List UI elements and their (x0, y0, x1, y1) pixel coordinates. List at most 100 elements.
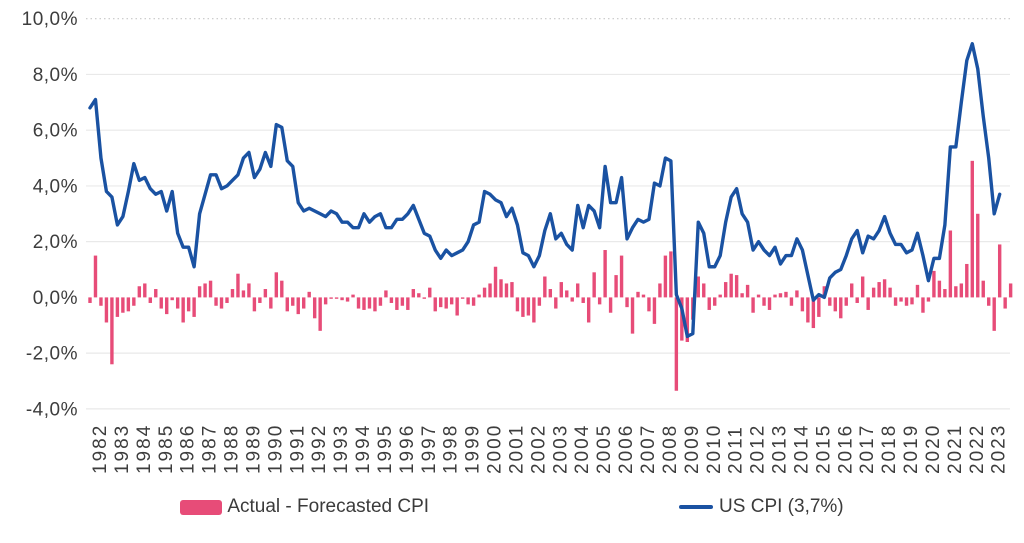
x-axis-label: 2011 (726, 425, 747, 474)
x-axis-label: 1998 (441, 424, 462, 474)
x-axis-label: 2010 (704, 424, 725, 474)
bar (378, 297, 383, 306)
bar (143, 283, 147, 298)
x-axis-label: 2004 (572, 424, 593, 474)
bar (312, 297, 317, 319)
bar (970, 160, 974, 298)
x-axis-label: 1989 (243, 424, 264, 474)
bar (882, 279, 887, 298)
bar (603, 250, 607, 298)
bar (148, 297, 152, 303)
x-axis-label: 2016 (835, 424, 856, 474)
bar (395, 297, 399, 310)
x-axis-label: 1997 (419, 424, 440, 474)
bar (422, 297, 426, 299)
bar (543, 276, 547, 298)
bar (756, 294, 761, 298)
bar (948, 230, 953, 298)
bar (554, 297, 558, 309)
bar (734, 275, 739, 298)
x-axis-label: 1983 (112, 424, 133, 474)
y-axis-label: 4,0% (33, 176, 78, 197)
bar (236, 273, 240, 298)
bar (384, 290, 388, 298)
bar (855, 297, 859, 303)
bar (965, 263, 969, 298)
bar (373, 297, 377, 312)
bar (345, 297, 350, 302)
x-axis-label: 2001 (506, 424, 527, 474)
bar (833, 297, 837, 312)
bar (411, 289, 416, 298)
bar (104, 297, 109, 323)
x-axis-label: 2009 (682, 424, 703, 474)
bar (592, 272, 596, 298)
x-axis-label: 1994 (353, 424, 374, 474)
bar (154, 289, 158, 298)
x-axis-label: 1990 (265, 424, 286, 474)
bar (362, 297, 366, 310)
bar (537, 297, 542, 306)
bar (608, 297, 613, 313)
bar (329, 297, 333, 299)
x-axis-label: 1988 (222, 424, 243, 474)
bar (521, 297, 525, 317)
bar (663, 255, 668, 298)
bar (992, 297, 996, 331)
bar (581, 297, 585, 303)
bar (417, 293, 421, 298)
bar (597, 297, 602, 305)
bar (641, 294, 646, 298)
bar (247, 283, 251, 298)
x-axis-label: 1982 (90, 424, 111, 474)
bar (685, 297, 690, 342)
bar (526, 297, 531, 316)
bar (789, 297, 794, 306)
bar (997, 244, 1002, 298)
bar (680, 297, 684, 341)
legend-item-us-cpi: US CPI (3,7%) (679, 496, 844, 518)
bar (570, 297, 574, 302)
x-axis-label: 1985 (156, 424, 177, 474)
bar (269, 297, 273, 309)
bar (428, 287, 432, 298)
bar (915, 284, 920, 298)
bar (449, 297, 454, 305)
bar (981, 280, 985, 298)
bar (351, 294, 355, 298)
bar (707, 297, 711, 310)
bar (137, 286, 142, 298)
bar (192, 297, 196, 317)
bar (877, 282, 881, 298)
bar (460, 297, 465, 299)
bar (115, 297, 120, 317)
y-axis-label: 2,0% (33, 232, 78, 253)
bar (400, 297, 405, 306)
bar (723, 282, 728, 298)
bar (208, 280, 213, 298)
bar (263, 289, 268, 298)
bar (729, 273, 733, 298)
bar (954, 286, 958, 298)
bar (493, 266, 498, 298)
bar (121, 297, 125, 313)
bar (718, 294, 722, 298)
bar (132, 297, 136, 306)
bar (959, 283, 964, 298)
bar (471, 297, 476, 306)
x-axis-label: 1984 (134, 424, 155, 474)
bar (910, 297, 914, 305)
bar (751, 297, 755, 313)
x-axis-label: 1993 (331, 424, 352, 474)
x-axis-label: 2020 (923, 424, 944, 474)
bar (795, 290, 799, 298)
bar (762, 297, 766, 306)
actual-minus-forecast-bars (88, 160, 1013, 391)
bar (784, 291, 788, 298)
bar (510, 282, 514, 298)
bar (778, 293, 783, 298)
bar (466, 297, 470, 305)
bar (817, 297, 821, 317)
bar (406, 297, 410, 310)
